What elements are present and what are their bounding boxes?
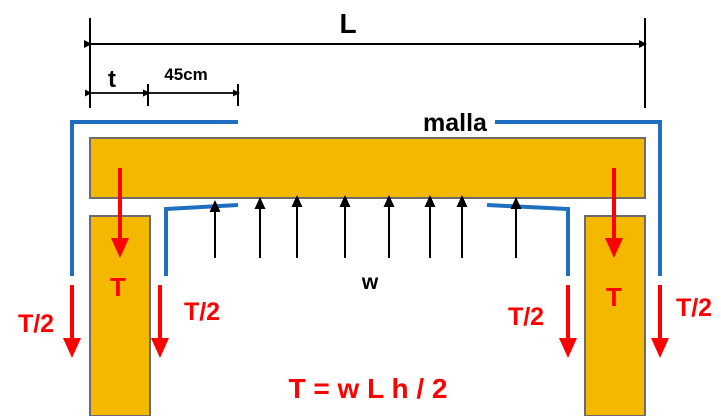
tension-arrow-right <box>605 168 623 258</box>
half-tension-label-outer-right: T/2 <box>676 294 712 322</box>
load-arrows <box>209 195 522 258</box>
load-arrow <box>383 195 395 258</box>
load-arrow <box>510 197 522 258</box>
half-tension-arrow-outer-left <box>63 285 81 358</box>
tension-arrow-left <box>111 168 129 258</box>
half-tension-arrow-inner-left <box>151 285 169 358</box>
load-arrow <box>424 195 436 258</box>
load-arrow <box>339 195 351 258</box>
load-arrow <box>291 195 303 258</box>
half-tension-arrow-inner-right <box>559 285 577 358</box>
load-arrow <box>456 195 468 258</box>
load-arrow <box>254 197 266 258</box>
half-tension-arrow-outer-right <box>651 285 669 358</box>
half-tension-label-inner-left: T/2 <box>184 298 220 326</box>
span-label: L <box>339 8 356 39</box>
outer-rebar-right <box>495 120 662 276</box>
half-tension-label-inner-right: T/2 <box>508 303 544 331</box>
inner-rebar-right <box>486 203 570 276</box>
thickness-label: t <box>108 66 116 93</box>
inner-rebar-left <box>164 203 239 276</box>
outer-rebar-left <box>70 120 238 276</box>
load-label: w <box>361 271 379 294</box>
top-slab <box>89 137 646 199</box>
tension-arrows <box>63 168 669 358</box>
mesh-label: malla <box>423 109 488 137</box>
formula-label: T = w L h / 2 <box>289 373 448 404</box>
dimension-lines <box>84 18 647 108</box>
offset-label: 45cm <box>164 65 207 84</box>
tension-label-right: T <box>606 282 622 312</box>
tension-label-left: T <box>110 272 126 302</box>
half-tension-label-outer-left: T/2 <box>18 310 54 338</box>
load-arrow <box>209 200 221 258</box>
